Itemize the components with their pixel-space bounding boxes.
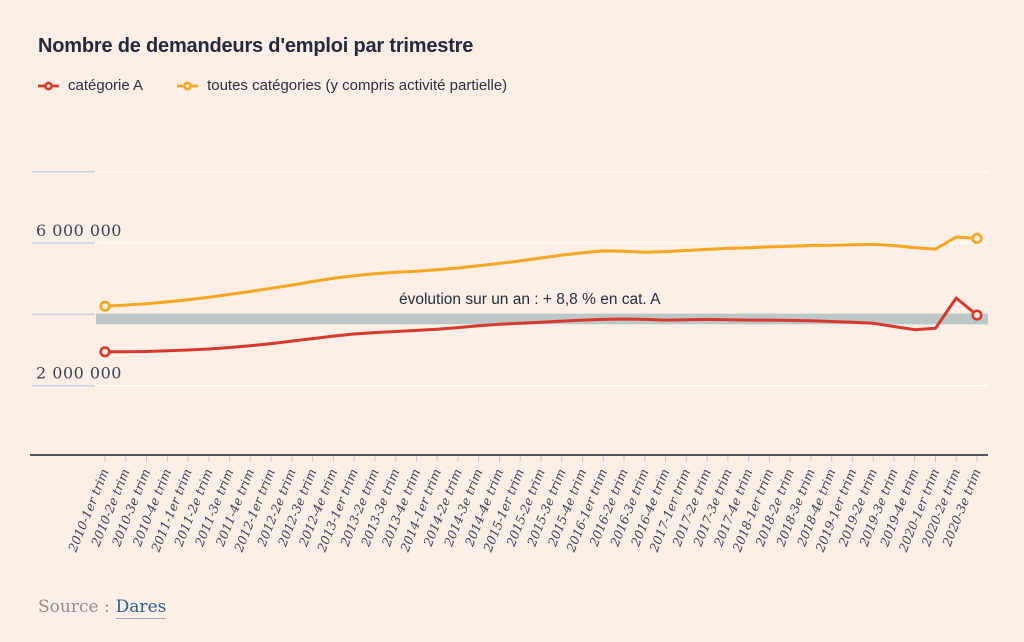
source-prefix: Source :	[38, 597, 110, 617]
legend-label: catégorie A	[68, 77, 144, 94]
source-link-dares[interactable]: Dares	[115, 597, 167, 619]
source-line: Source : Dares	[38, 597, 167, 619]
legend-item-toutes-categories: toutes catégories (y compris activité pa…	[177, 77, 507, 94]
endpoint-marker	[99, 300, 111, 312]
legend-label: toutes catégories (y compris activité pa…	[207, 77, 508, 94]
endpoint-marker	[99, 346, 111, 358]
line-categorie-a	[103, 296, 979, 354]
line-marker-icon	[38, 81, 59, 90]
endpoint-marker	[971, 232, 983, 244]
legend-item-categorie-a: catégorie A	[38, 77, 143, 94]
highlight-band	[96, 313, 988, 325]
legend: catégorie A toutes catégories (y compris…	[38, 77, 507, 94]
annotation-evolution: évolution sur un an : + 8,8 % en cat. A	[399, 291, 661, 308]
y-axis-label: 6 000 000	[36, 221, 122, 240]
line-toutes-categories	[103, 235, 979, 308]
line-marker-icon	[177, 81, 199, 90]
y-axis-label: 2 000 000	[36, 364, 122, 383]
endpoint-marker	[971, 309, 983, 321]
page-title: Nombre de demandeurs d'emploi par trimes…	[38, 35, 474, 58]
